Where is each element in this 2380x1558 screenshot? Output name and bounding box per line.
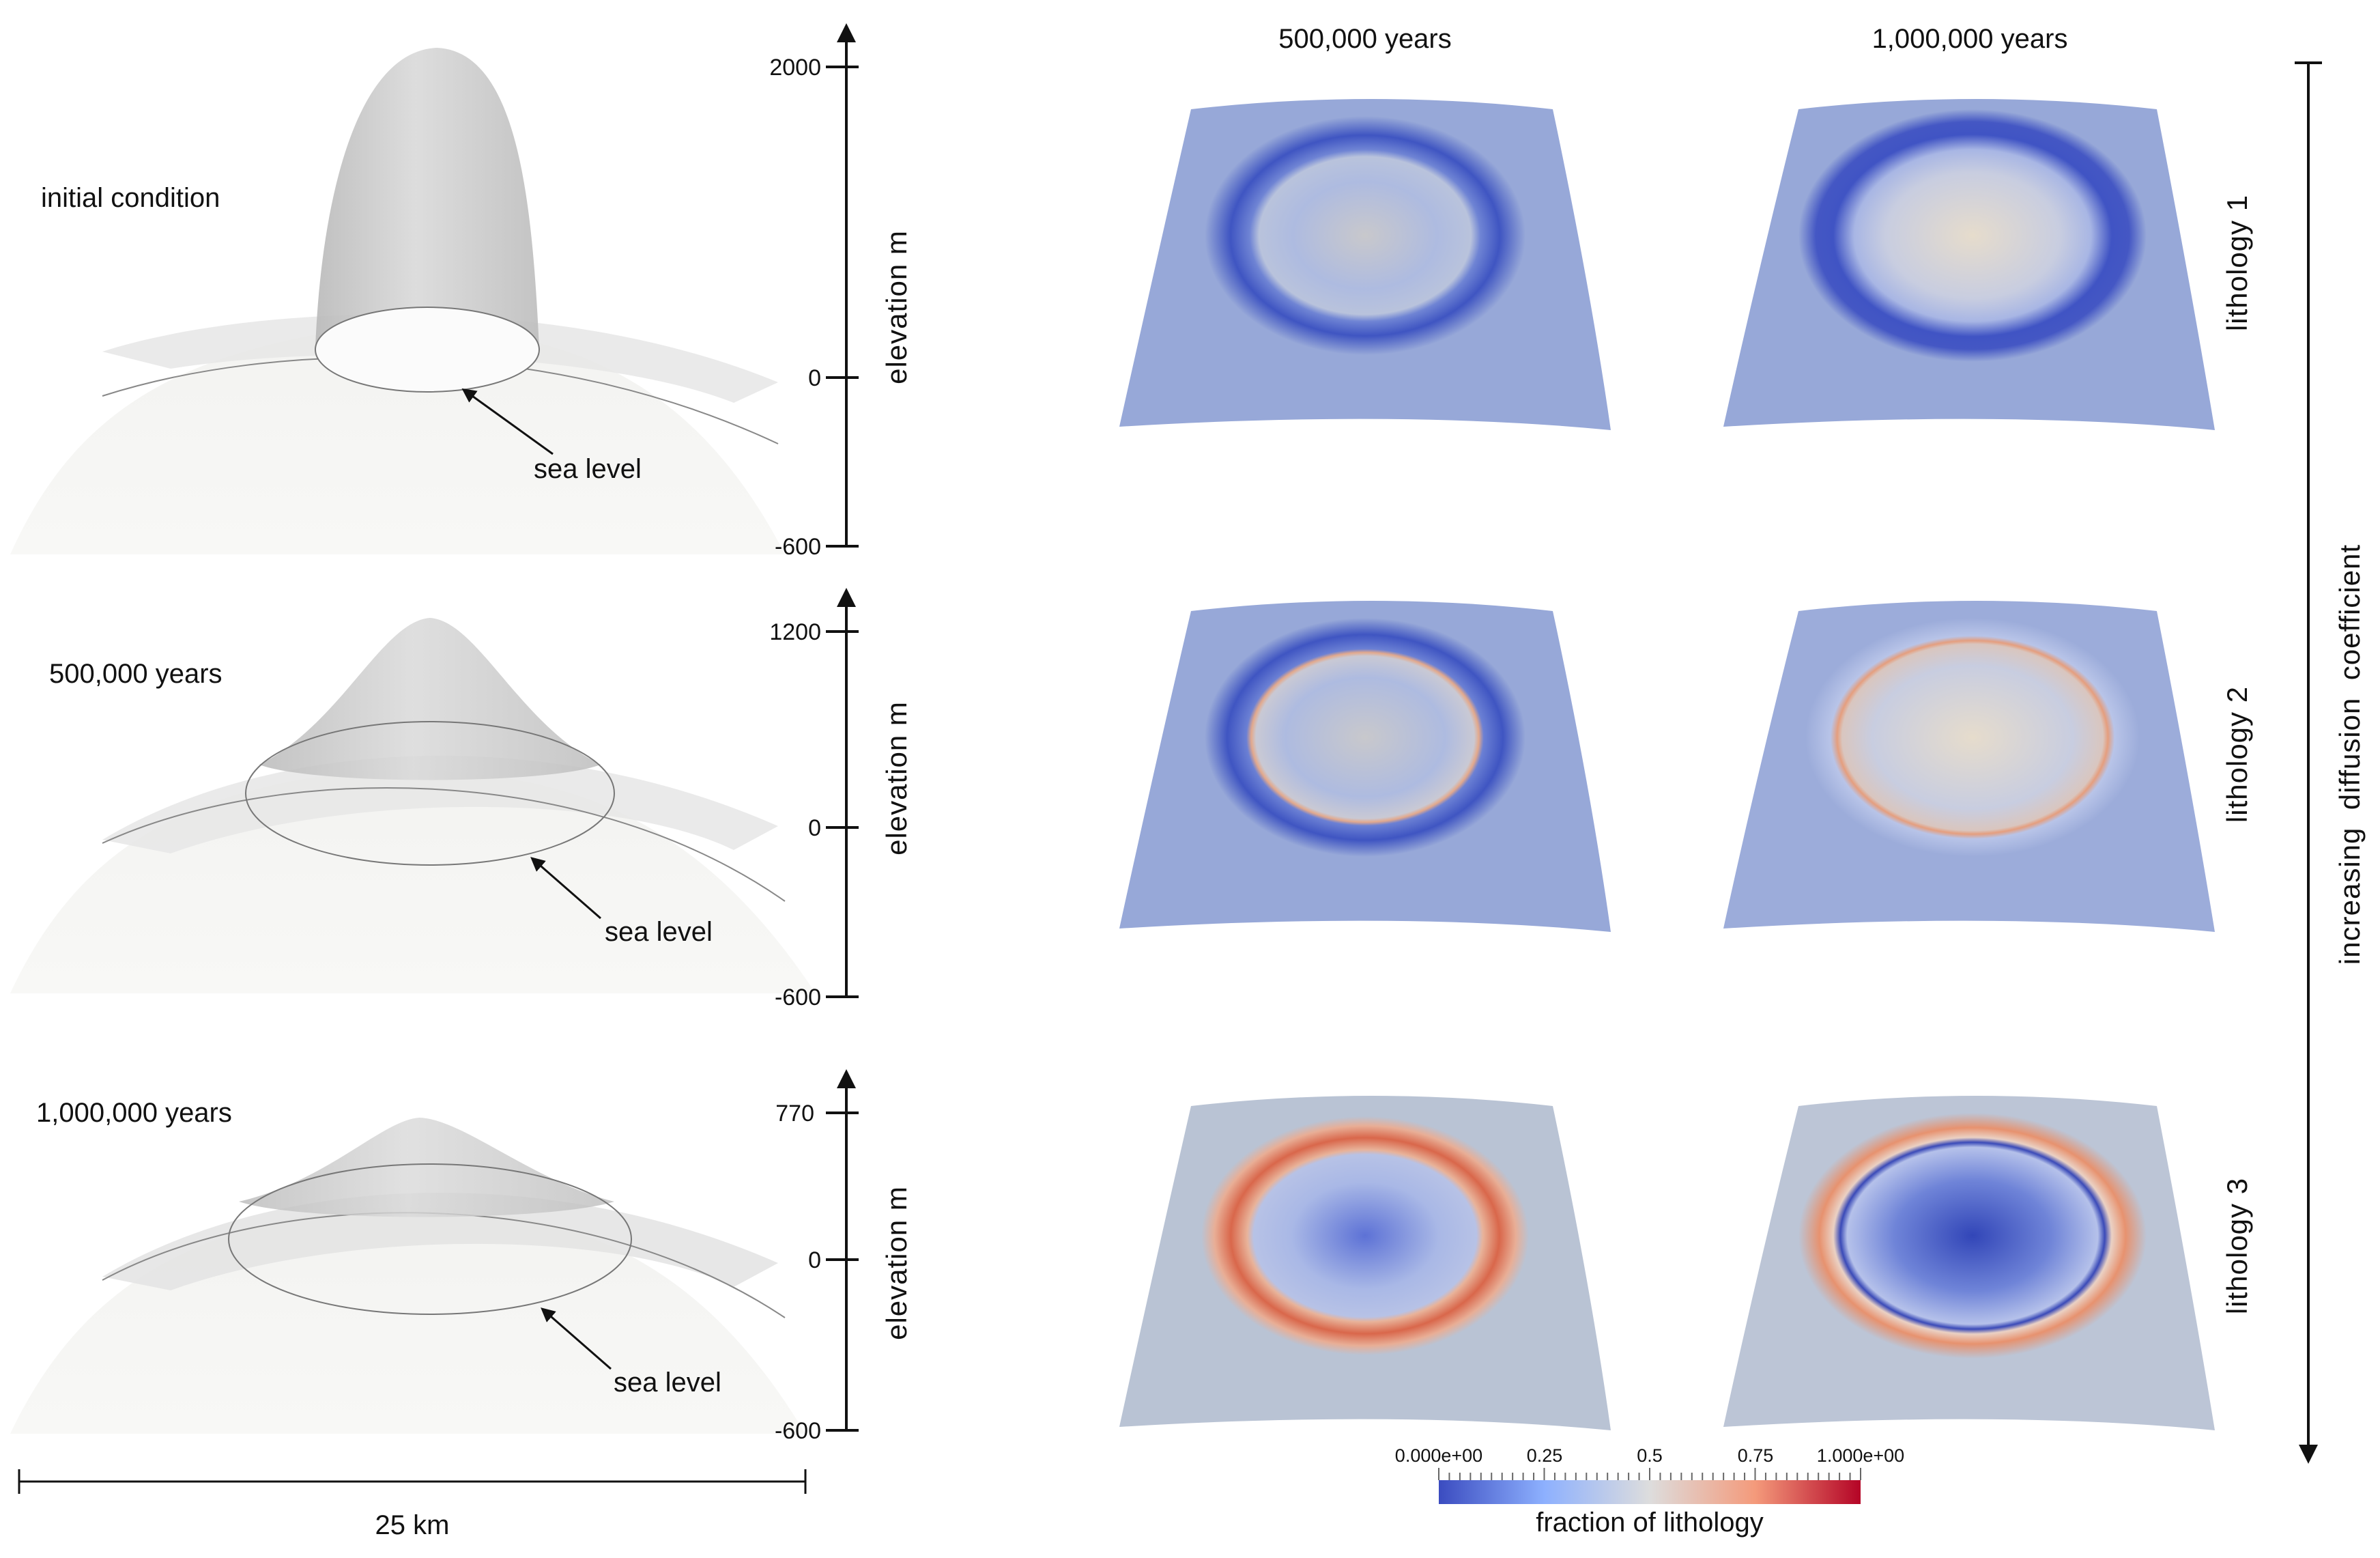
surface-lithology1-1m	[1723, 99, 2215, 430]
axis-tick-zero: 0	[808, 365, 821, 391]
colorbar-title: fraction of lithology	[1536, 1507, 1764, 1538]
axis-tick-top: 1200	[769, 619, 821, 645]
left-panel-500k: 500,000 years sea level	[10, 618, 816, 993]
axis-tick-zero: 0	[808, 1247, 821, 1273]
time-label: initial condition	[41, 183, 220, 213]
surface-lithology3-1m	[1723, 1096, 2215, 1430]
sea-level-contour	[315, 307, 540, 393]
axis-tick-top: 2000	[769, 55, 821, 81]
peak-surface	[315, 48, 539, 384]
colorbar-tick-0: 0.000e+00	[1395, 1445, 1482, 1466]
left-panel-1m: 1,000,000 years sea level	[10, 1098, 805, 1434]
time-label: 1,000,000 years	[36, 1098, 232, 1128]
surface-lithology2-500k	[1119, 601, 1611, 932]
row-label-lithology3: lithology 3	[2221, 1178, 2253, 1314]
peak-surface	[239, 1118, 614, 1217]
colorbar-tick-2: 0.5	[1637, 1445, 1663, 1466]
diffusion-arrow	[2295, 61, 2322, 1464]
sea-level-arrow	[461, 388, 554, 455]
axis-label: elevation m	[880, 230, 913, 384]
column-header-500k: 500,000 years	[1278, 24, 1452, 54]
sea-level-arrow	[541, 1307, 612, 1370]
terrain-dome	[10, 326, 785, 554]
colorbar-gradient	[1439, 1480, 1861, 1504]
terrain-shelf	[102, 756, 778, 853]
scale-bar	[18, 1469, 807, 1494]
terrain-shelf	[102, 1193, 778, 1290]
colorbar-tick-1: 0.25	[1527, 1445, 1563, 1466]
terrain-outline	[102, 787, 786, 902]
peak-surface	[259, 618, 601, 780]
colorbar-tick-3: 0.75	[1738, 1445, 1774, 1466]
sea-level-contour	[245, 721, 615, 866]
sea-level-label: sea level	[534, 454, 642, 484]
colorbar-minor-ticks	[1438, 1468, 1861, 1480]
surface-lithology3-500k	[1119, 1096, 1611, 1430]
elevation-axis-3	[826, 1069, 859, 1432]
terrain-shelf	[102, 314, 778, 403]
colorbar-tick-4: 1.000e+00	[1817, 1445, 1904, 1466]
sea-level-contour	[228, 1163, 632, 1315]
scale-bar-label: 25 km	[375, 1510, 450, 1540]
row-label-lithology2: lithology 2	[2221, 686, 2253, 823]
axis-label: elevation m	[880, 701, 913, 855]
colorbar: 0.000e+00 0.25 0.5 0.75 1.000e+00 fracti…	[1395, 1445, 1904, 1538]
row-label-lithology1: lithology 1	[2221, 195, 2253, 331]
axis-tick-bottom: -600	[775, 534, 821, 560]
column-header-1m: 1,000,000 years	[1872, 24, 2068, 54]
surface-lithology1-500k	[1119, 99, 1611, 430]
axis-label: elevation m	[880, 1186, 913, 1340]
sea-level-arrow	[530, 857, 601, 920]
elevation-axis-2	[826, 588, 859, 998]
axis-tick-top: 770	[775, 1101, 814, 1127]
time-label: 500,000 years	[49, 659, 223, 689]
sea-level-label: sea level	[605, 917, 713, 947]
elevation-axis-1	[826, 23, 859, 548]
sea-level-label: sea level	[614, 1368, 721, 1398]
surface-lithology2-1m	[1723, 601, 2215, 932]
diffusion-arrow-label: increasing diffusion coefficient	[2334, 544, 2366, 965]
axis-tick-bottom: -600	[775, 985, 821, 1010]
left-panel-initial: initial condition sea level	[10, 48, 785, 554]
axis-tick-zero: 0	[808, 815, 821, 841]
axis-tick-bottom: -600	[775, 1418, 821, 1444]
